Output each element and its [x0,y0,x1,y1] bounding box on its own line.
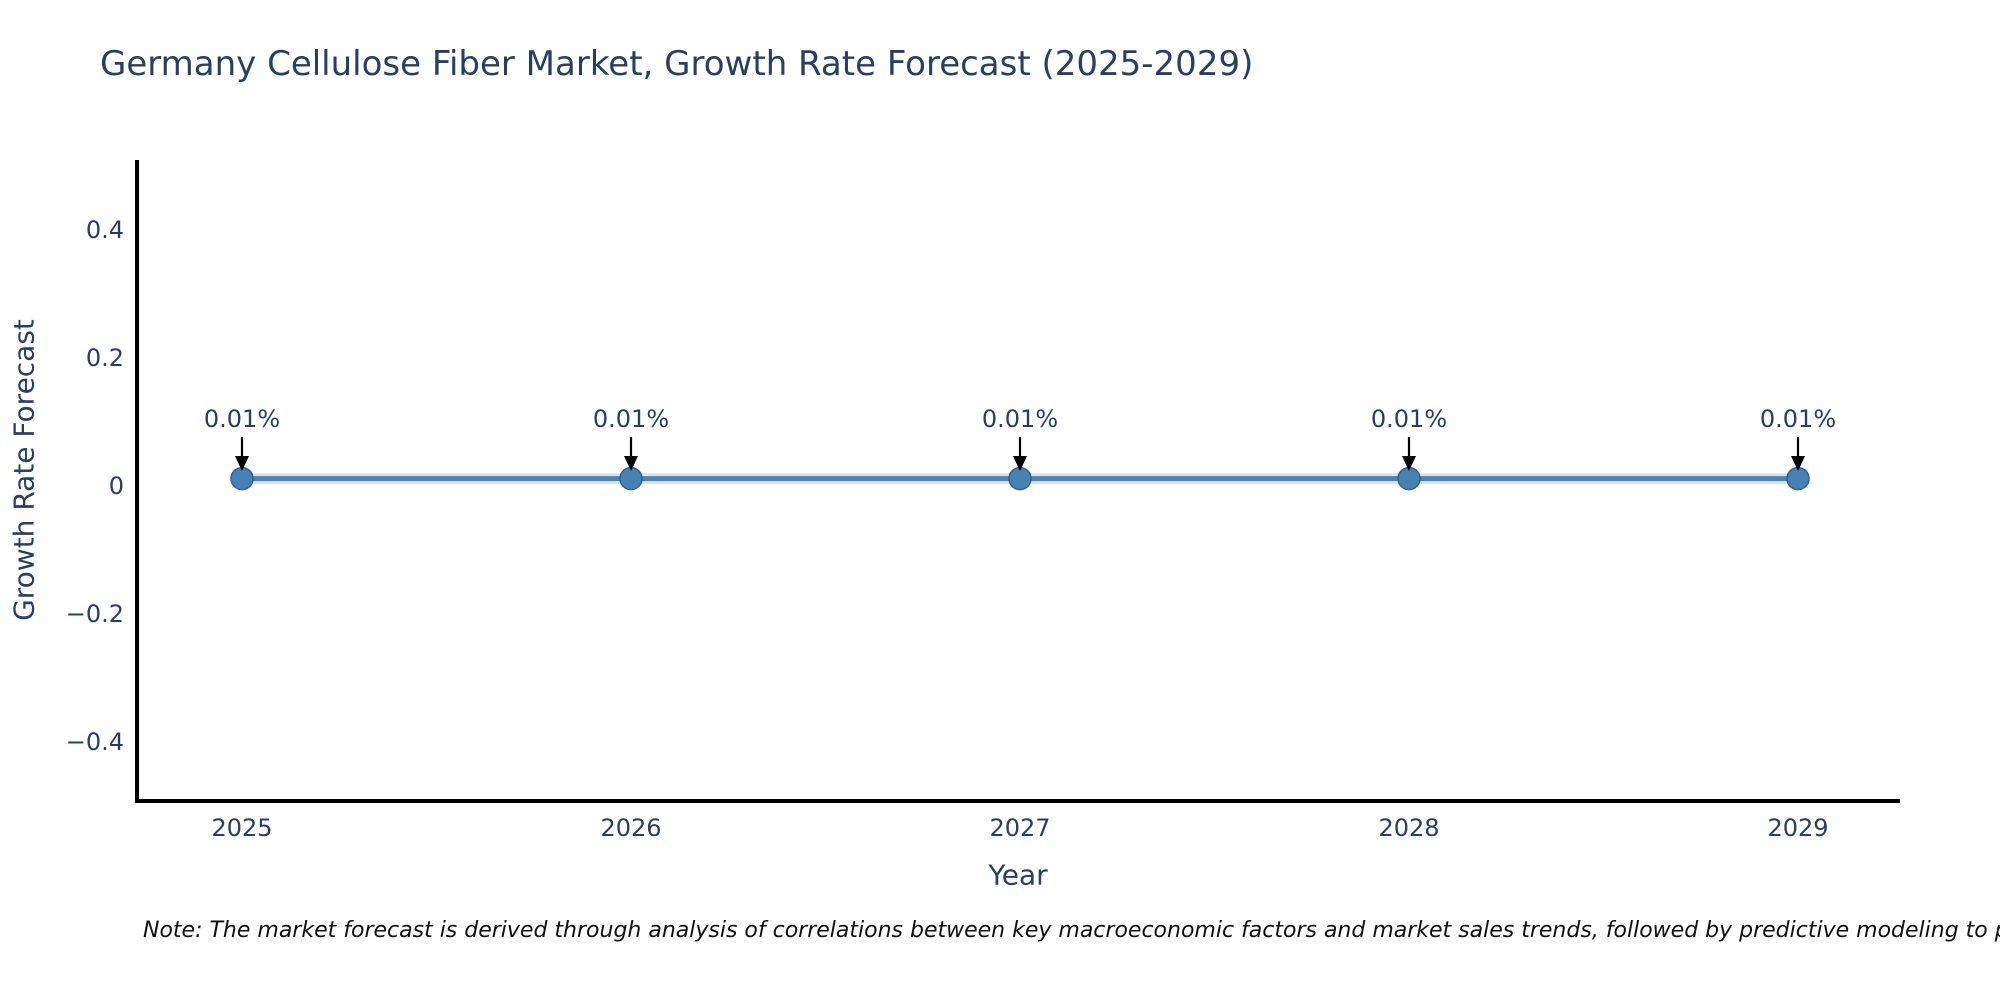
y-tick-label: −0.2 [66,600,124,628]
x-axis-title: Year [988,858,1048,892]
y-tick-label: −0.4 [66,728,124,756]
annotation-arrowhead [235,456,249,471]
annotation-label: 0.01% [1371,405,1447,433]
x-tick-label: 2029 [1767,814,1828,842]
annotation-arrowhead [1013,456,1027,471]
annotation-arrowhead [624,456,638,471]
x-tick-label: 2025 [211,814,272,842]
chart-title: Germany Cellulose Fiber Market, Growth R… [100,44,1254,84]
footnote: Note: The market forecast is derived thr… [143,918,2000,943]
annotation-label: 0.01% [204,405,280,433]
x-tick-label: 2027 [989,814,1050,842]
y-tick-label: 0 [109,472,124,500]
annotation-label: 0.01% [1760,405,1836,433]
x-tick-label: 2028 [1378,814,1439,842]
annotation-label: 0.01% [982,405,1058,433]
annotation-label: 0.01% [593,405,669,433]
y-tick-label: 0.4 [86,216,124,244]
annotation-arrowhead [1791,456,1805,471]
y-tick-label: 0.2 [86,344,124,372]
annotation-arrowhead [1402,456,1416,471]
x-tick-label: 2026 [600,814,661,842]
